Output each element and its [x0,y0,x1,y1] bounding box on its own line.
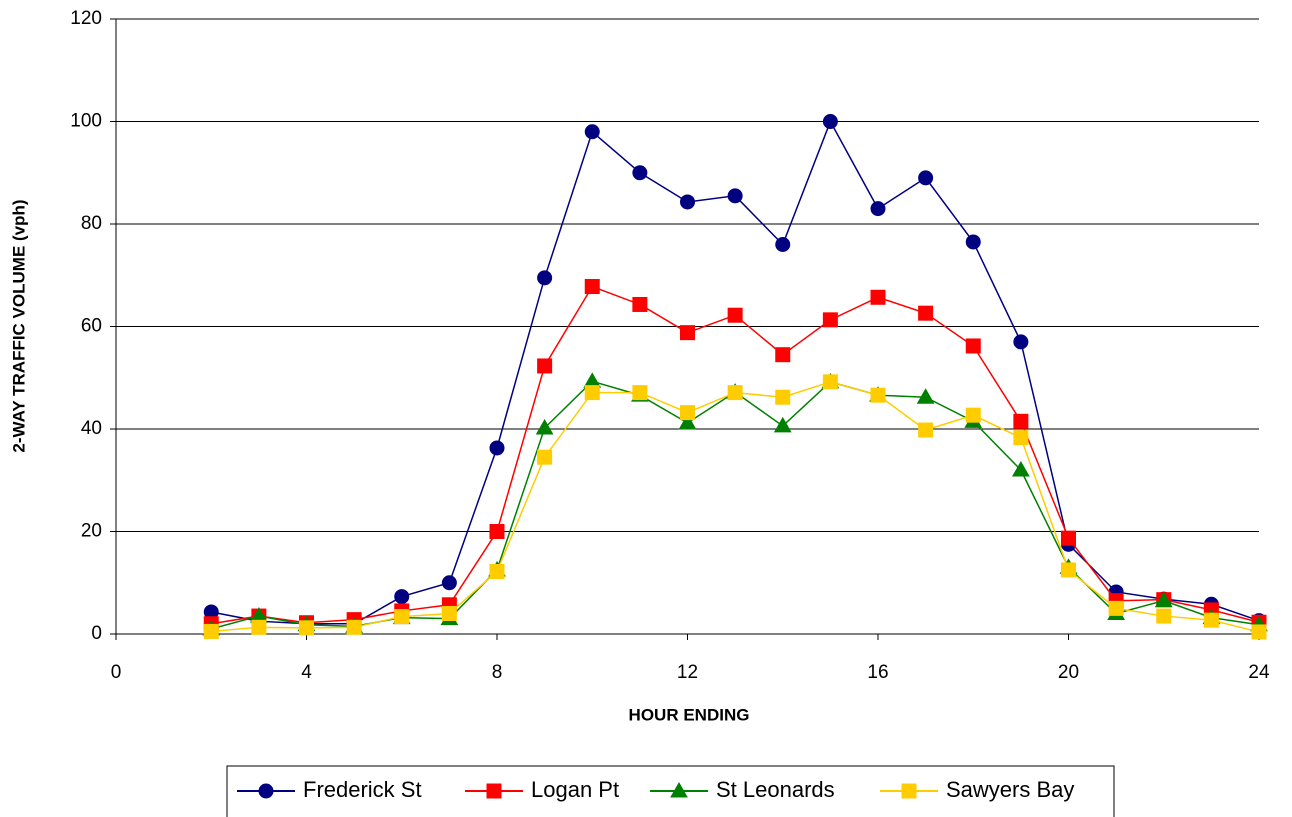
marker [901,783,917,799]
marker [1108,600,1124,616]
marker [1061,530,1076,546]
marker [680,325,695,341]
marker [775,389,791,405]
marker [1013,430,1029,446]
marker [727,385,743,401]
marker [346,619,362,635]
x-tick-label: 0 [111,662,122,683]
marker [870,289,886,305]
marker [670,781,688,798]
series-line [211,285,1260,625]
y-tick-label: 60 [81,316,102,337]
marker [535,418,554,435]
marker [1013,334,1029,350]
marker [632,385,648,401]
x-tick-label: 20 [1058,662,1079,683]
marker [632,296,648,312]
marker [1251,624,1267,640]
marker [203,623,219,639]
marker [584,385,600,401]
marker [775,237,791,252]
marker [486,783,502,799]
marker [965,234,981,250]
marker [489,440,505,456]
y-tick-label: 120 [70,8,102,29]
y-tick-label: 0 [91,623,102,644]
marker [441,575,457,591]
marker [916,388,935,404]
y-axis-title: 2-WAY TRAFFIC VOLUME (vph) [9,199,28,452]
series-line [211,381,1260,633]
marker [918,170,934,186]
marker [870,201,886,217]
legend-label: Sawyers Bay [946,777,1074,802]
marker [822,312,838,328]
marker [1013,413,1029,429]
marker [727,188,743,204]
marker [727,307,743,323]
marker [773,416,792,433]
marker [1156,608,1172,624]
marker [441,606,457,621]
y-tick-label: 40 [81,418,102,439]
legend-label: Logan Pt [531,777,619,802]
legend-label: St Leonards [716,777,835,802]
marker [870,387,886,403]
marker [537,449,553,465]
x-tick-label: 4 [301,662,312,683]
marker [1012,460,1030,477]
marker [584,279,600,295]
y-tick-label: 100 [70,111,102,132]
marker [299,620,314,636]
y-tick-label: 20 [81,521,102,542]
marker [680,194,695,210]
marker [965,407,981,423]
marker [680,405,695,421]
x-axis-title: HOUR ENDING [629,705,750,724]
marker [1203,612,1219,628]
marker [489,563,505,579]
x-tick-label: 12 [677,662,698,683]
marker [584,124,600,140]
y-tick-label: 80 [81,213,102,234]
marker [1061,562,1076,578]
series-line [211,380,1260,630]
marker [918,305,934,321]
x-tick-label: 24 [1248,662,1270,683]
marker [537,358,553,374]
legend-label: Frederick St [303,777,422,802]
x-tick-label: 8 [492,662,503,683]
marker [822,374,838,390]
marker [918,422,934,438]
marker [822,114,838,129]
marker [394,609,410,625]
marker [678,413,697,430]
marker [537,270,553,286]
marker [251,619,267,635]
marker [489,524,505,539]
marker [632,165,648,181]
marker [775,347,791,363]
marker [965,338,981,354]
marker [258,783,274,799]
marker [394,589,410,605]
marker [1154,591,1173,608]
x-tick-label: 16 [867,662,888,683]
